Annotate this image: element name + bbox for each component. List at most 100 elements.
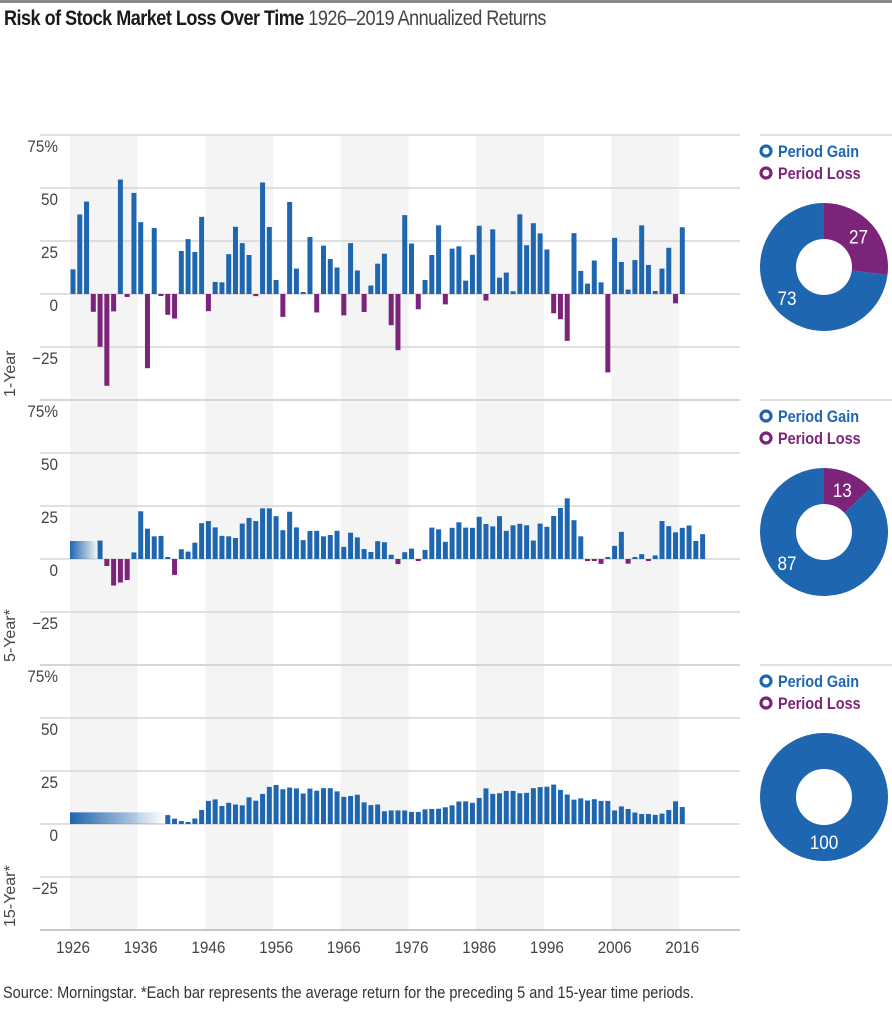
bar-15-year-1966 — [341, 796, 347, 824]
bar-1-year-1983 — [456, 246, 462, 294]
bar-15-year-2007 — [618, 806, 624, 824]
legend-gain-label: Period Gain — [778, 408, 859, 426]
bar-15-year-2000 — [571, 799, 577, 824]
bar-5-year-2013 — [659, 521, 665, 559]
bar-5-year-1935 — [131, 552, 137, 559]
bar-1-year-1935 — [131, 192, 137, 294]
bar-15-year-1944 — [192, 818, 198, 824]
legend-loss-label: Period Loss — [778, 165, 861, 183]
bar-5-year-1996 — [544, 526, 550, 559]
bar-1-year-1962 — [314, 294, 320, 313]
bar-15-year-2013 — [659, 813, 665, 824]
bar-15-year-1952 — [246, 797, 252, 824]
bar-15-year-1969 — [361, 802, 367, 824]
bar-5-year-1952 — [246, 517, 252, 559]
bar-15-year-1941 — [172, 818, 178, 824]
bar-15-year-1957 — [280, 789, 286, 824]
bar-1-year-1993 — [524, 245, 530, 294]
y-tick-label: 50 — [41, 720, 58, 739]
bar-15-year-1989 — [497, 793, 503, 824]
bar-5-year-1959 — [293, 527, 299, 559]
bar-5-year-1951 — [239, 523, 245, 559]
bar-5-year-1982 — [449, 527, 455, 559]
bar-15-year-1999 — [564, 794, 570, 824]
bar-1-year-1982 — [449, 248, 455, 294]
bar-1-year-2000 — [571, 233, 577, 294]
bar-15-year-1967 — [348, 796, 354, 824]
bar-15-year-1997 — [551, 784, 557, 824]
bar-15-year-1994 — [530, 788, 536, 824]
bar-1-year-1998 — [557, 294, 563, 320]
bar-1-year-1945 — [199, 216, 205, 294]
bar-1-year-1946 — [205, 294, 211, 312]
bar-1-year-1965 — [334, 267, 340, 294]
bar-5-year-1975 — [402, 552, 408, 559]
bar-5-year-1997 — [551, 515, 557, 559]
bar-15-year-1991 — [510, 790, 516, 824]
bar-1-year-1951 — [239, 243, 245, 294]
y-tick-label: −25 — [32, 879, 58, 898]
bar-5-year-1949 — [226, 536, 232, 559]
bar-1-year-2011 — [645, 264, 651, 294]
bar-1-year-1963 — [320, 245, 326, 294]
bar-5-year-1963 — [320, 536, 326, 559]
bar-5-year-1983 — [456, 522, 462, 559]
bar-5-year-1954 — [260, 508, 266, 559]
donut-gain-slice — [760, 203, 888, 331]
bar-5-year-1946 — [205, 521, 211, 559]
bar-5-year-1967 — [348, 532, 354, 559]
bar-5-year-1938 — [151, 536, 157, 559]
bar-1-year-1987 — [483, 294, 489, 301]
bar-1-year-1931 — [104, 294, 110, 386]
bar-1-year-1999 — [564, 294, 570, 341]
x-tick-label: 1986 — [462, 938, 496, 957]
bar-15-year-1954 — [260, 793, 266, 824]
bar-5-year-1991 — [510, 525, 516, 559]
bar-5-year-1933 — [117, 559, 123, 583]
bar-15-year-1950 — [232, 804, 238, 824]
legend-loss-icon — [759, 696, 773, 710]
bar-1-year-1959 — [293, 268, 299, 294]
bar-5-year-1976 — [409, 548, 414, 559]
bar-1-year-1964 — [327, 259, 333, 294]
bar-5-year-2005 — [605, 557, 611, 559]
bar-15-year-1974 — [395, 810, 401, 824]
legend-loss-label: Period Loss — [778, 430, 861, 448]
bar-15-year-1980 — [436, 808, 442, 824]
bar-5-year-1958 — [287, 511, 293, 559]
bar-1-year-2006 — [612, 237, 618, 294]
panel-label: 1-Year — [2, 350, 19, 397]
bar-1-year-1997 — [551, 294, 557, 314]
bar-15-year-2006 — [612, 810, 618, 824]
bar-5-year-1993 — [524, 525, 530, 559]
bar-5-year-1961 — [307, 531, 313, 559]
bar-15-year-1962 — [314, 790, 320, 824]
bar-1-year-1956 — [273, 280, 279, 294]
bar-5-year-1981 — [442, 541, 448, 559]
bar-1-year-2003 — [591, 260, 597, 294]
chart-title: Risk of Stock Market Loss Over Time 1926… — [4, 7, 546, 31]
y-tick-label: 75% — [27, 667, 58, 686]
bar-15-year-1984 — [463, 801, 469, 824]
bar-15-year-1955 — [266, 786, 272, 824]
bar-15-year-1995 — [537, 787, 543, 824]
x-tick-label: 1966 — [327, 938, 361, 957]
bar-5-year-1940 — [165, 557, 171, 559]
bar-1-year-1927 — [77, 214, 83, 294]
x-tick-label: 2016 — [665, 938, 699, 957]
bar-5-year-2003 — [591, 559, 597, 561]
y-tick-label: 50 — [41, 190, 58, 209]
bar-1-year-1960 — [300, 292, 306, 294]
bar-5-year-2017 — [686, 525, 692, 559]
y-tick-label: 50 — [41, 455, 58, 474]
donut-gain-label: 87 — [777, 553, 796, 574]
bar-5-year-1942 — [178, 549, 184, 559]
bar-15-year-1958 — [287, 787, 293, 824]
bar-5-year-1932 — [111, 559, 117, 586]
bar-5-year-1945 — [199, 523, 205, 559]
donut-loss-slice — [824, 468, 871, 513]
bar-5-year-1930 — [97, 540, 103, 559]
bar-1-year-2009 — [632, 260, 638, 294]
donut-loss-label: 13 — [833, 480, 852, 501]
bar-15-year-1964 — [327, 788, 333, 824]
